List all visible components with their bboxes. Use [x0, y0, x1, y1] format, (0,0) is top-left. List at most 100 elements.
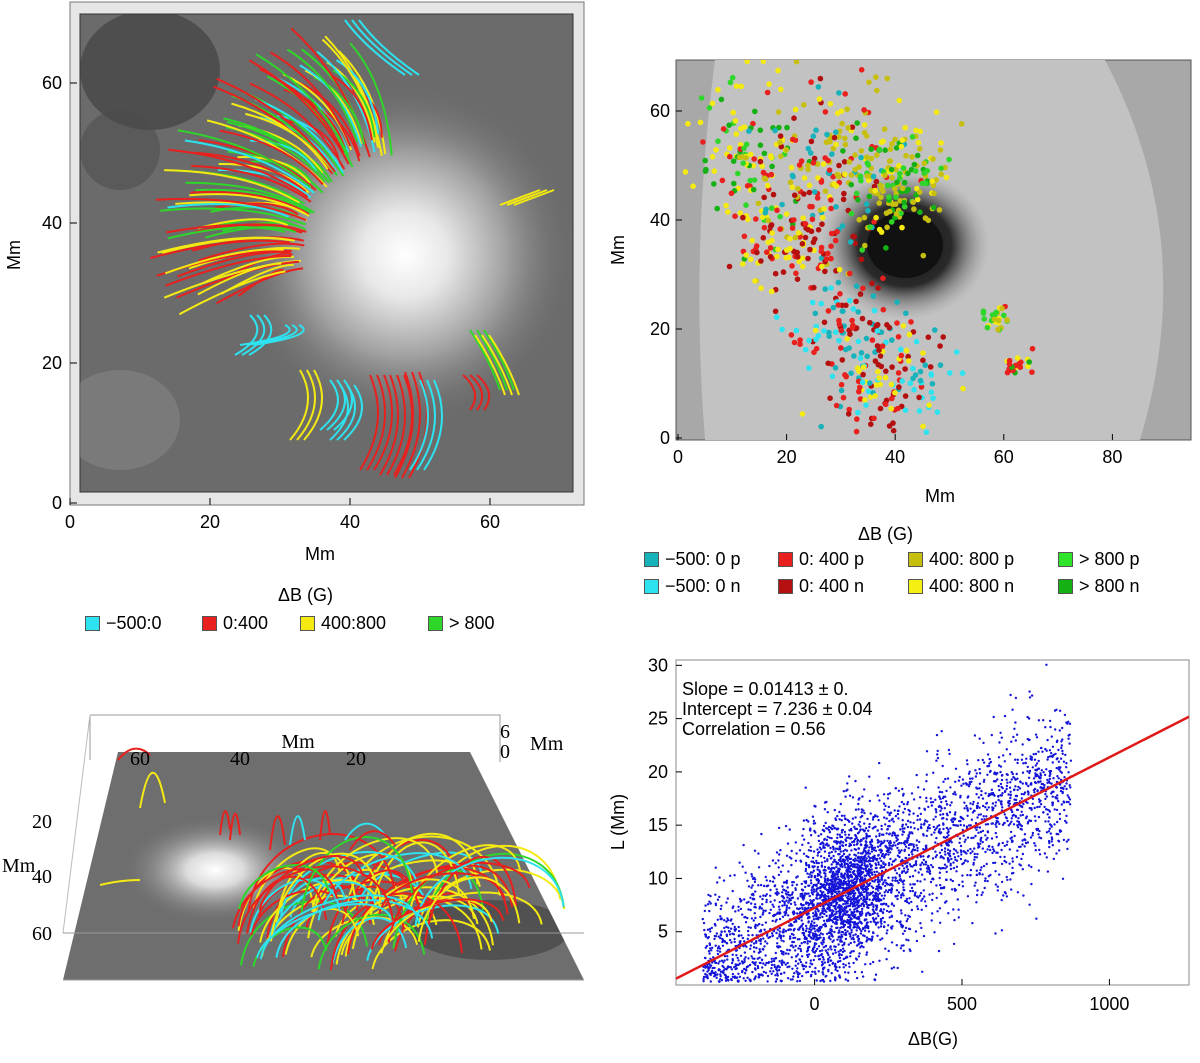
scatter-point	[949, 850, 951, 852]
scatter-point	[704, 957, 706, 959]
footpoint	[938, 362, 944, 368]
scatter-point	[1068, 742, 1070, 744]
footpoint	[886, 194, 892, 200]
scatter-point	[883, 816, 885, 818]
scatter-point	[745, 921, 747, 923]
scatter-point	[948, 854, 950, 856]
footpoint	[893, 201, 899, 207]
scatter-point	[1021, 797, 1023, 799]
scatter-point	[702, 978, 704, 980]
scatter-point	[1031, 694, 1033, 696]
scatter-point	[939, 884, 941, 886]
scatter-point	[1069, 786, 1071, 788]
scatter-point	[793, 929, 795, 931]
scatter-point	[919, 868, 921, 870]
scatter-point	[796, 912, 798, 914]
scatter-point	[778, 853, 780, 855]
footpoint	[787, 246, 793, 252]
footpoint	[683, 169, 689, 175]
footpoint	[768, 153, 774, 159]
scatter-point	[807, 949, 809, 951]
footpoint	[777, 226, 783, 232]
scatter-point	[836, 837, 838, 839]
scatter-point	[776, 972, 778, 974]
footpoint	[844, 444, 850, 450]
scatter-point	[999, 794, 1001, 796]
scatter-point	[1031, 756, 1033, 758]
scatter-point	[1022, 894, 1024, 896]
scatter-point	[859, 840, 861, 842]
y-tick-label: 60	[42, 73, 62, 93]
scatter-point	[916, 895, 918, 897]
scatter-point	[860, 891, 862, 893]
scatter-point	[939, 810, 941, 812]
footpoint	[937, 207, 943, 213]
scatter-point	[810, 959, 812, 961]
scatter-point	[994, 932, 996, 934]
scatter-point	[1022, 772, 1024, 774]
scatter-point	[940, 893, 942, 895]
scatter-point	[782, 935, 784, 937]
scatter-point	[809, 932, 811, 934]
scatter-point	[1034, 820, 1036, 822]
footpoint	[833, 365, 839, 371]
scatter-point	[925, 800, 927, 802]
footpoint	[859, 148, 865, 154]
scatter-point	[815, 950, 817, 952]
scatter-point	[897, 967, 899, 969]
scatter-point	[848, 943, 850, 945]
scatter-point	[714, 974, 716, 976]
scatter-point	[976, 816, 978, 818]
scatter-point	[999, 732, 1001, 734]
footpoint	[800, 411, 806, 417]
scatter-point	[917, 815, 919, 817]
footpoint	[870, 337, 876, 343]
footpoint	[888, 158, 894, 164]
footpoint	[868, 146, 874, 152]
scatter-point	[787, 962, 789, 964]
scatter-point	[916, 849, 918, 851]
scatter-point	[734, 941, 736, 943]
footpoint	[854, 191, 860, 197]
top-right-legend-item: 0: 400 p	[778, 549, 864, 570]
scatter-point	[889, 858, 891, 860]
scatter-point	[911, 792, 913, 794]
scatter-point	[865, 857, 867, 859]
scatter-point	[824, 860, 826, 862]
scatter-point	[909, 890, 911, 892]
scatter-point	[779, 849, 781, 851]
scatter-point	[947, 831, 949, 833]
scatter-point	[834, 827, 836, 829]
scatter-point	[823, 920, 825, 922]
footpoint	[836, 90, 842, 96]
scatter-point	[841, 831, 843, 833]
scatter-point	[859, 915, 861, 917]
scatter-point	[709, 895, 711, 897]
footpoint	[837, 291, 843, 297]
scatter-point	[969, 802, 971, 804]
scatter-point	[847, 905, 849, 907]
scatter-point	[869, 913, 871, 915]
scatter-point	[711, 970, 713, 972]
scatter-point	[869, 841, 871, 843]
scatter-point	[991, 789, 993, 791]
scatter-point	[1021, 759, 1023, 761]
scatter-point	[718, 896, 720, 898]
scatter-point	[1011, 872, 1013, 874]
scatter-point	[822, 973, 824, 975]
scatter-point	[1051, 735, 1053, 737]
scatter-point	[852, 962, 854, 964]
scatter-point	[744, 872, 746, 874]
scatter-point	[809, 940, 811, 942]
scatter-point	[757, 852, 759, 854]
scatter-point	[858, 847, 860, 849]
scatter-point	[1029, 807, 1031, 809]
footpoint	[862, 215, 868, 221]
scatter-point	[959, 795, 961, 797]
scatter-point	[944, 837, 946, 839]
scatter-point	[861, 945, 863, 947]
footpoint	[878, 183, 884, 189]
scatter-point	[1038, 849, 1040, 851]
scatter-point	[1024, 762, 1026, 764]
